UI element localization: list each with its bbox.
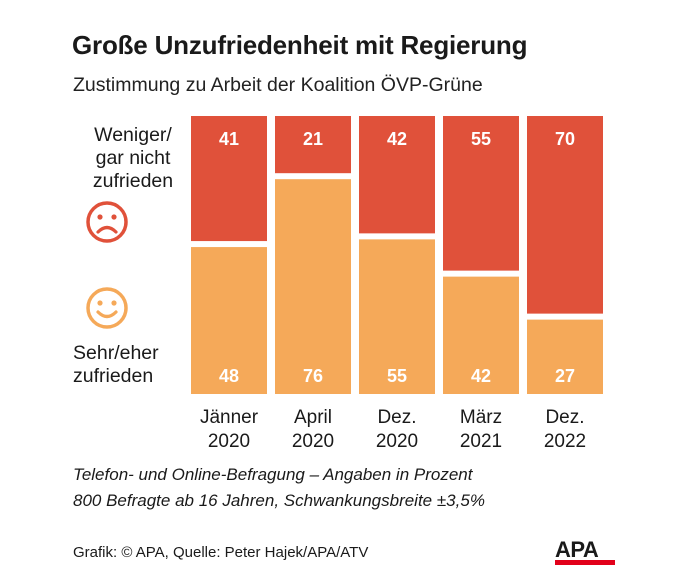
x-tick-label: Dez. bbox=[545, 407, 584, 428]
bar-negative bbox=[275, 116, 351, 174]
legend-negative-line-3: zufrieden bbox=[92, 170, 174, 192]
data-label-positive: 27 bbox=[555, 366, 575, 386]
apa-logo: APA bbox=[555, 537, 617, 567]
data-label-positive: 55 bbox=[387, 366, 407, 386]
data-label-negative: 55 bbox=[471, 129, 491, 149]
legend-negative-line-2: gar nicht bbox=[95, 147, 171, 169]
legend-positive-line-2: zufrieden bbox=[73, 365, 154, 387]
bar-positive bbox=[443, 276, 519, 394]
chart-title: Große Unzufriedenheit mit Regierung bbox=[72, 30, 528, 60]
x-tick-label: 2020 bbox=[376, 431, 418, 452]
x-tick-label: Dez. bbox=[377, 407, 416, 428]
stacked-bar-chart: 41 48 Jänner 2020 21 76 April 2020 42 55 Dez. 2020 5… bbox=[191, 116, 603, 452]
bar-positive bbox=[191, 247, 267, 394]
footnote-line-2: 800 Befragte ab 16 Jahren, Schwankungsbr… bbox=[73, 491, 485, 510]
data-label-positive: 42 bbox=[471, 366, 491, 386]
data-label-positive: 48 bbox=[219, 366, 239, 386]
x-tick-label: 2020 bbox=[208, 431, 250, 452]
data-label-negative: 70 bbox=[555, 129, 575, 149]
legend-positive-line-1: Sehr/eher bbox=[73, 342, 159, 364]
x-tick-label: April bbox=[294, 407, 332, 428]
legend-positive-label: Sehr/eher zufrieden bbox=[73, 342, 193, 388]
legend-negative-label: Weniger/ gar nicht zufrieden bbox=[84, 124, 182, 193]
data-label-positive: 76 bbox=[303, 366, 323, 386]
chart-subtitle: Zustimmung zu Arbeit der Koalition ÖVP-G… bbox=[73, 74, 483, 96]
bar-negative bbox=[527, 116, 603, 314]
x-tick-label: 2020 bbox=[292, 431, 334, 452]
bar-negative bbox=[191, 116, 267, 242]
data-label-negative: 41 bbox=[219, 129, 239, 149]
data-label-negative: 42 bbox=[387, 129, 407, 149]
happy-face-icon bbox=[86, 287, 128, 329]
bar-negative bbox=[443, 116, 519, 271]
credit-text: Grafik: © APA, Quelle: Peter Hajek/APA/A… bbox=[73, 544, 369, 561]
apa-logo-text: APA bbox=[555, 537, 599, 562]
x-tick-label: 2021 bbox=[460, 431, 502, 452]
bar-negative bbox=[359, 116, 435, 234]
bar-positive bbox=[527, 319, 603, 394]
x-tick-label: 2022 bbox=[544, 431, 586, 452]
data-label-negative: 21 bbox=[303, 129, 323, 149]
bar-positive bbox=[275, 179, 351, 394]
bar-positive bbox=[359, 239, 435, 394]
footnote-line-1: Telefon- und Online-Befragung – Angaben … bbox=[73, 465, 473, 484]
x-tick-label: März bbox=[460, 407, 502, 428]
legend-negative-line-1: Weniger/ bbox=[94, 124, 172, 146]
sad-face-icon bbox=[86, 201, 128, 243]
x-tick-label: Jänner bbox=[200, 407, 259, 428]
apa-logo-bar bbox=[555, 560, 615, 565]
